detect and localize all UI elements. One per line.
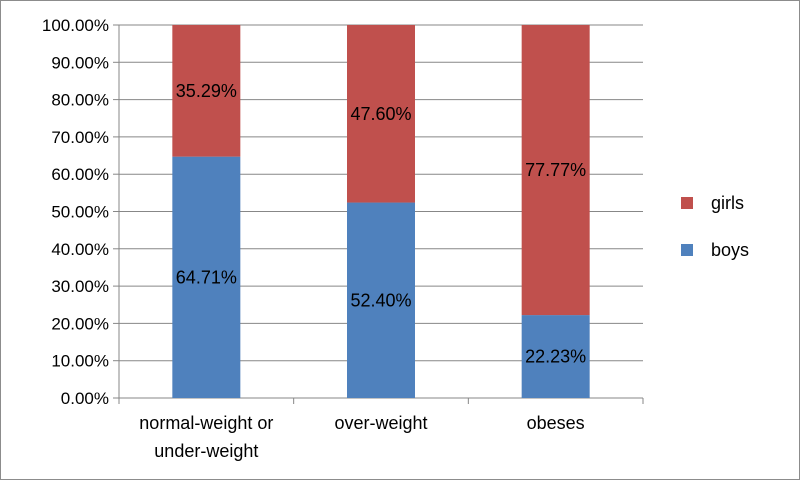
- y-tick-label: 60.00%: [51, 165, 109, 184]
- y-tick-label: 40.00%: [51, 240, 109, 259]
- x-category-label: under-weight: [154, 441, 258, 461]
- y-tick-label: 30.00%: [51, 277, 109, 296]
- y-tick-label: 80.00%: [51, 91, 109, 110]
- axis-layer: 0.00% 10.00% 20.00% 30.00% 40.00% 50.00% 60.00…: [42, 16, 644, 461]
- x-category-label: obeses: [527, 413, 585, 433]
- x-category-label: over-weight: [334, 413, 427, 433]
- legend-label: boys: [711, 240, 749, 260]
- data-label: 64.71%: [176, 267, 237, 287]
- y-tick-label: 20.00%: [51, 314, 109, 333]
- data-label-layer: 64.71% 35.29% 52.40% 47.60% 22.23% 77.77%: [176, 81, 586, 367]
- x-category-label: normal-weight or: [139, 413, 273, 433]
- data-label: 22.23%: [525, 347, 586, 367]
- y-tick-label: 0.00%: [61, 389, 109, 408]
- data-label: 77.77%: [525, 160, 586, 180]
- bar-layer: [172, 25, 590, 398]
- bar-segment-girls: [347, 25, 415, 203]
- y-tick-label: 10.00%: [51, 352, 109, 371]
- bar-segment-boys: [521, 315, 590, 398]
- legend: girls boys: [681, 193, 749, 260]
- bar-segment-boys: [347, 202, 415, 398]
- y-tick-label: 100.00%: [42, 16, 109, 35]
- bar-segment-girls: [172, 25, 241, 157]
- legend-label: girls: [711, 193, 744, 213]
- data-label: 52.40%: [350, 290, 411, 310]
- y-tick-label: 90.00%: [51, 53, 109, 72]
- legend-swatch-boys: [681, 244, 693, 256]
- data-label: 47.60%: [350, 104, 411, 124]
- legend-swatch-girls: [681, 197, 693, 209]
- y-tick-label: 50.00%: [51, 203, 109, 222]
- data-label: 35.29%: [176, 81, 237, 101]
- bar-segment-boys: [172, 156, 241, 398]
- y-tick-label: 70.00%: [51, 128, 109, 147]
- bar-segment-girls: [521, 25, 590, 316]
